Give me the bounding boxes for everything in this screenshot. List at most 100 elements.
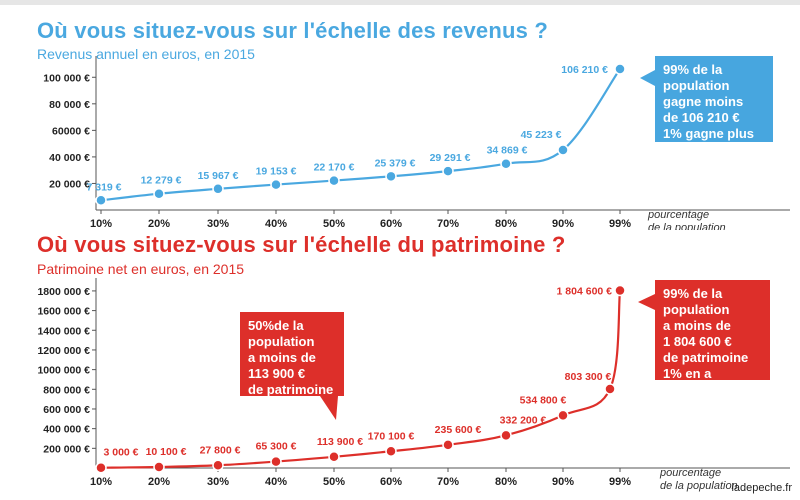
x-tick-label: 80% [495,476,517,488]
x-tick-label: 60% [380,218,402,230]
data-point [153,187,165,200]
y-tick-label: 1000 000 € [37,365,90,377]
y-tick-label: 100 000 € [43,72,90,84]
data-point [500,429,512,442]
x-tick-label: 10% [90,218,112,230]
data-label: 19 153 € [256,166,297,178]
x-tick-label: 40% [265,218,287,230]
x-tick-label: 90% [552,476,574,488]
revenus-chart-title: Où vous situez-vous sur l'échelle des re… [37,18,549,43]
patrimoine-callout-line: 99% de la [663,286,723,301]
patrimoine-callout: 99% de la population a moins de 1 804 60… [655,280,770,381]
patrimoine-callout-pointer [638,294,655,310]
revenus-callout: 99% de la population gagne moins de 106 … [655,56,773,142]
y-tick-label: 200 000 € [43,443,90,455]
data-point [212,183,224,195]
data-point [328,174,340,187]
data-label: 3 000 € [103,447,138,459]
data-point [385,170,397,183]
data-label: 29 291 € [430,152,471,164]
x-tick-label: 70% [437,218,459,230]
y-tick-label: 20 000 € [49,178,90,190]
x-tick-label: 70% [437,476,459,488]
patrimoine-callout-line: a moins de [663,318,731,333]
data-label: 170 100 € [368,430,415,442]
series-line [100,68,621,202]
data-point [95,461,107,474]
x-tick-label: 50% [323,476,345,488]
y-tick-label: 60000 € [52,125,90,137]
revenus-callout-line: 1% gagne plus [663,126,755,141]
data-label: 27 800 € [200,444,241,456]
data-point [442,165,454,177]
y-tick-label: 1800 000 € [37,286,90,298]
data-label: 10 100 € [146,446,187,458]
data-point [442,439,454,451]
data-point [212,459,224,472]
data-label: 7 319 € [86,181,121,193]
x-tick-label: 10% [90,476,112,488]
data-point [385,445,397,458]
data-point [614,284,626,297]
data-point [95,194,107,207]
x-tick-label: 99% [609,476,631,488]
patrimoine-median-callout-pointer [320,396,338,420]
x-tick-label: 80% [495,218,517,230]
data-label: 22 170 € [314,162,355,174]
data-point [614,63,626,75]
data-label: 1 804 600 € [557,285,613,297]
x-tick-label: 50% [323,218,345,230]
data-point [604,383,616,395]
x-tick-label: 40% [265,476,287,488]
x-tick-label: 30% [207,476,229,488]
patrimoine-callout-line: de patrimoine [663,350,749,365]
revenus-chart-subtitle: Revenus annuel en euros, en 2015 [37,46,255,62]
y-tick-label: 80 000 € [49,99,90,111]
x-tick-label: 90% [552,218,574,230]
data-point [328,451,340,463]
x-axis-label: pourcentage [659,467,721,479]
patrimoine-callout-line: 1 804 600 € [663,334,732,349]
data-label: 106 210 € [561,64,608,76]
patrimoine-callout-line: population [663,302,730,317]
y-tick-label: 800 000 € [43,384,90,396]
y-tick-label: 40 000 € [49,152,90,164]
data-label: 534 800 € [520,394,567,406]
patrimoine-median-callout-line: a moins de [248,350,316,365]
patrimoine-median-callout-line: de patrimoine [248,382,334,397]
patrimoine-median-callout-line: 113 900 € [248,366,306,381]
x-tick-label: 99% [609,218,631,230]
patrimoine-median-callout: 50%de la population a moins de 113 900 €… [240,312,344,397]
x-axis-label: pourcentage [647,209,709,221]
source-credit: ladepeche.fr [731,482,792,494]
x-tick-label: 20% [148,476,170,488]
data-label: 65 300 € [256,441,297,453]
x-axis-label: de la population [648,222,726,230]
patrimoine-median-callout-line: population [248,334,315,349]
patrimoine-median-callout-line: 50%de la [248,318,304,333]
x-tick-label: 30% [207,218,229,230]
x-axis-label: de la population [660,480,738,492]
y-tick-label: 1600 000 € [37,306,90,318]
data-label: 12 279 € [141,175,182,187]
y-tick-label: 600 000 € [43,404,90,416]
data-point [557,409,569,422]
data-point [500,157,512,170]
revenus-callout-line: 99% de la [663,62,723,77]
data-label: 332 200 € [500,414,547,426]
data-point [557,144,569,156]
y-tick-label: 1200 000 € [37,345,90,357]
data-label: 803 300 € [565,371,612,383]
revenus-chart: 20 000 € 40 000 € 60000 € 80 000 € 100 000 €… [43,56,790,230]
data-label: 34 869 € [487,145,528,157]
data-label: 25 379 € [375,157,416,169]
patrimoine-callout-line: 1% en a [663,366,712,381]
y-tick-label: 400 000 € [43,424,90,436]
data-label: 45 223 € [521,129,562,141]
top-rule [0,0,800,5]
revenus-callout-line: population [663,78,730,93]
revenus-callout-pointer [640,70,655,86]
patrimoine-chart-subtitle: Patrimoine net en euros, en 2015 [37,261,245,277]
revenus-callout-line: de 106 210 € [663,110,740,125]
